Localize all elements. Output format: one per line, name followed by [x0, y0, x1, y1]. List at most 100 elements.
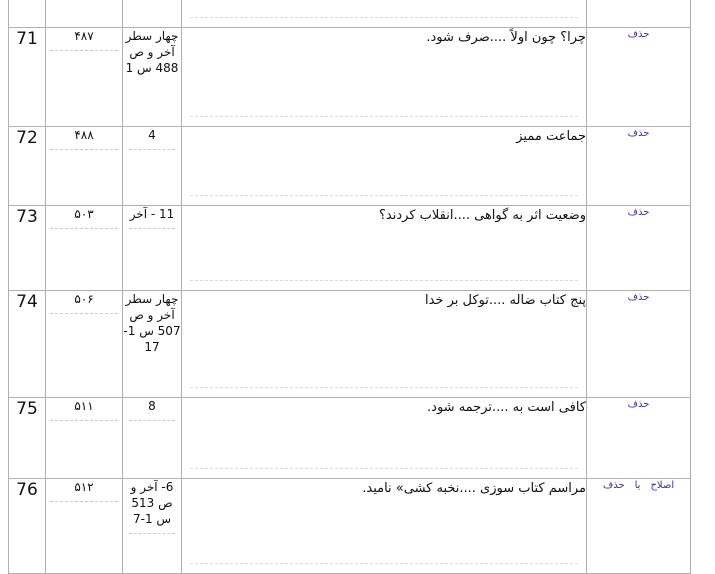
page-underline-rule: [50, 149, 118, 150]
row-text-cell[interactable]: جماعت ممیز: [181, 126, 587, 206]
row-text: جماعت ممیز: [516, 129, 586, 144]
row-locator: 6- آخر و ص 513 س 1-7: [130, 480, 174, 526]
row-actions-cell: اصلاح یا حذف: [586, 478, 691, 574]
row-index-cell: 75: [8, 397, 46, 479]
row-page-cell[interactable]: ۵۱۲: [45, 478, 123, 574]
row-index: 76: [16, 480, 38, 500]
row-page: ۵۰۶: [74, 292, 94, 306]
action-links: اصلاح یا حذف: [587, 479, 690, 492]
delete-link[interactable]: حذف: [627, 292, 650, 303]
table-row: [8, 0, 691, 28]
row-page: ۴۸۸: [74, 128, 94, 142]
text-underline-rule: [190, 280, 578, 281]
page-underline-rule: [50, 313, 118, 314]
row-page: ۴۸۷: [74, 29, 94, 43]
row-page-cell[interactable]: [45, 0, 123, 28]
row-locator-cell[interactable]: 6- آخر و ص 513 س 1-7: [122, 478, 182, 574]
row-actions-cell: [586, 0, 691, 28]
row-page-cell[interactable]: ۴۸۷: [45, 27, 123, 127]
row-locator: 8: [148, 399, 156, 413]
row-index: 74: [16, 292, 38, 312]
row-locator-cell[interactable]: [122, 0, 182, 28]
row-locator: 4: [148, 128, 156, 142]
row-locator: 11 - آخر: [129, 207, 175, 221]
row-index: 73: [16, 207, 38, 227]
row-page: ۵۱۱: [74, 399, 94, 413]
row-page: ۵۱۲: [74, 480, 94, 494]
action-links: حذف: [587, 28, 690, 41]
row-index-cell: 71: [8, 27, 46, 127]
text-underline-rule: [190, 195, 578, 196]
row-text-cell[interactable]: وضعیت اثر به گواهی ....انقلاب کردند؟: [181, 205, 587, 291]
page-underline-rule: [50, 50, 118, 51]
table-row: حذف پنج کتاب ضاله ....توکل بر خدا چهار س…: [8, 290, 691, 398]
table-row: حذف وضعیت اثر به گواهی ....انقلاب کردند؟…: [8, 205, 691, 291]
text-underline-rule: [190, 563, 578, 564]
review-table-body: حذف چرا؟ چون اولاً ....صرف شود. چهار سطر…: [8, 0, 691, 574]
action-separator: یا: [634, 480, 641, 491]
locator-underline-rule: [129, 228, 175, 229]
review-table: حذف چرا؟ چون اولاً ....صرف شود. چهار سطر…: [8, 0, 691, 574]
row-actions-cell: حذف: [586, 27, 691, 127]
row-locator-cell[interactable]: 8: [122, 397, 182, 479]
row-page-cell[interactable]: ۵۰۳: [45, 205, 123, 291]
row-locator: چهار سطر آخر و ص 507 س 1-17: [123, 292, 181, 354]
row-text: وضعیت اثر به گواهی ....انقلاب کردند؟: [379, 208, 586, 223]
page-underline-rule: [50, 420, 118, 421]
row-page-cell[interactable]: ۵۰۶: [45, 290, 123, 398]
action-links: حذف: [587, 206, 690, 219]
row-text-cell[interactable]: کافی است به ....ترجمه شود.: [181, 397, 587, 479]
delete-link[interactable]: حذف: [627, 29, 650, 40]
text-underline-rule: [190, 387, 578, 388]
row-page: ۵۰۳: [74, 207, 94, 221]
action-links: حذف: [587, 398, 690, 411]
page-underline-rule: [50, 228, 118, 229]
delete-link[interactable]: حذف: [627, 399, 650, 410]
row-page-cell[interactable]: ۵۱۱: [45, 397, 123, 479]
row-locator-cell[interactable]: 11 - آخر: [122, 205, 182, 291]
delete-link[interactable]: حذف: [602, 480, 625, 491]
table-row: حذف کافی است به ....ترجمه شود. 8 ۵۱۱ 75: [8, 397, 691, 479]
locator-underline-rule: [129, 420, 175, 421]
row-text-cell[interactable]: [181, 0, 587, 28]
action-links: حذف: [587, 291, 690, 304]
row-actions-cell: حذف: [586, 397, 691, 479]
row-index: 72: [16, 128, 38, 148]
row-index-cell: 76: [8, 478, 46, 574]
action-links: حذف: [587, 127, 690, 140]
row-actions-cell: حذف: [586, 126, 691, 206]
row-index-cell: 73: [8, 205, 46, 291]
row-text: کافی است به ....ترجمه شود.: [427, 400, 586, 415]
text-underline-rule: [190, 468, 578, 469]
row-locator-cell[interactable]: 4: [122, 126, 182, 206]
table-row: حذف جماعت ممیز 4 ۴۸۸ 72: [8, 126, 691, 206]
row-text: مراسم کتاب سوزی ....نخبه کشی» نامید.: [362, 481, 586, 496]
row-index-cell: [8, 0, 46, 28]
locator-underline-rule: [129, 149, 175, 150]
row-actions-cell: حذف: [586, 290, 691, 398]
text-underline-rule: [190, 116, 578, 117]
row-locator-cell[interactable]: چهار سطر آخر و ص 488 س 1: [122, 27, 182, 127]
row-text: چرا؟ چون اولاً ....صرف شود.: [426, 30, 586, 45]
row-index: 75: [16, 399, 38, 419]
row-text-cell[interactable]: پنج کتاب ضاله ....توکل بر خدا: [181, 290, 587, 398]
row-actions-cell: حذف: [586, 205, 691, 291]
locator-underline-rule: [129, 533, 175, 534]
row-text-cell[interactable]: مراسم کتاب سوزی ....نخبه کشی» نامید.: [181, 478, 587, 574]
edit-link[interactable]: اصلاح: [650, 480, 675, 491]
row-text-cell[interactable]: چرا؟ چون اولاً ....صرف شود.: [181, 27, 587, 127]
row-locator: چهار سطر آخر و ص 488 س 1: [125, 29, 179, 75]
table-row: حذف چرا؟ چون اولاً ....صرف شود. چهار سطر…: [8, 27, 691, 127]
row-text: پنج کتاب ضاله ....توکل بر خدا: [425, 293, 586, 308]
page-underline-rule: [50, 501, 118, 502]
delete-link[interactable]: حذف: [627, 207, 650, 218]
delete-link[interactable]: حذف: [627, 128, 650, 139]
row-index: 71: [16, 29, 38, 49]
row-index-cell: 74: [8, 290, 46, 398]
text-underline-rule: [190, 17, 578, 18]
row-page-cell[interactable]: ۴۸۸: [45, 126, 123, 206]
table-row: اصلاح یا حذف مراسم کتاب سوزی ....نخبه کش…: [8, 478, 691, 574]
row-locator-cell[interactable]: چهار سطر آخر و ص 507 س 1-17: [122, 290, 182, 398]
row-index-cell: 72: [8, 126, 46, 206]
